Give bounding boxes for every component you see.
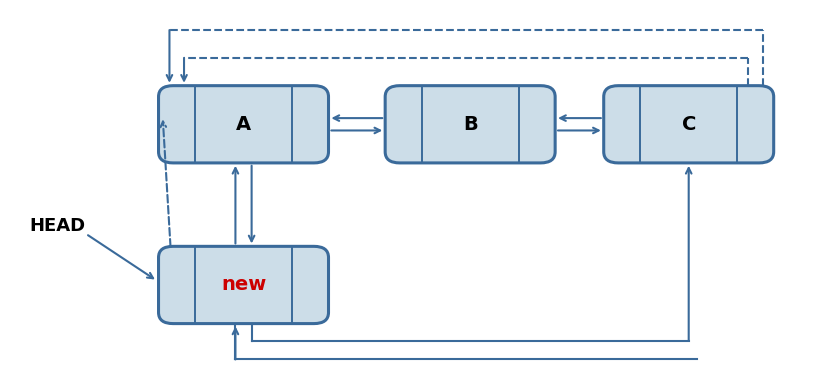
FancyBboxPatch shape xyxy=(385,86,555,163)
Text: B: B xyxy=(463,115,477,134)
Text: C: C xyxy=(681,115,696,134)
Text: new: new xyxy=(221,276,266,295)
Text: HEAD: HEAD xyxy=(29,217,85,235)
Text: A: A xyxy=(236,115,251,134)
FancyBboxPatch shape xyxy=(159,86,328,163)
FancyBboxPatch shape xyxy=(159,246,328,324)
FancyBboxPatch shape xyxy=(604,86,774,163)
